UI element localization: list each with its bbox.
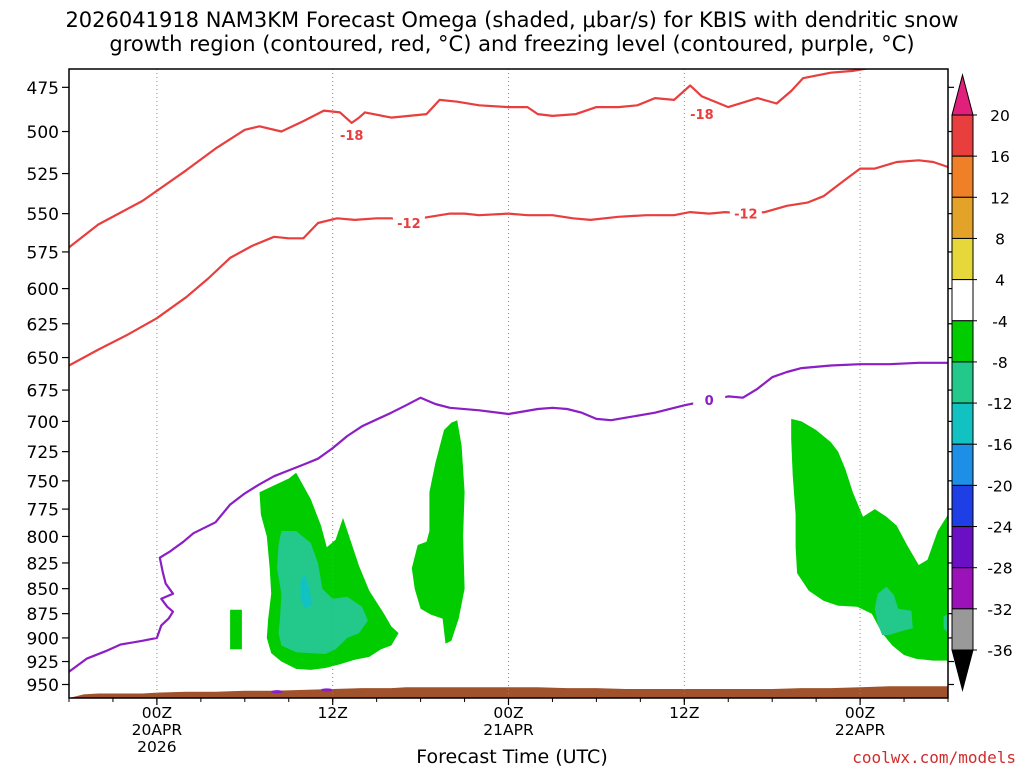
terrain-surface xyxy=(69,686,948,698)
y-tick-label: 475 xyxy=(27,79,59,99)
colorbar-label: 20 xyxy=(990,107,1010,125)
contour-label-bg xyxy=(335,126,368,143)
colorbar-swatch xyxy=(951,155,974,198)
y-tick-label: 900 xyxy=(27,629,59,649)
x-tick-label: 12Z xyxy=(669,704,699,722)
y-tick-label: 950 xyxy=(27,676,59,696)
contour-label-bg xyxy=(693,392,726,409)
chart-title-line-1: 2026041918 NAM3KM Forecast Omega (shaded… xyxy=(65,8,959,32)
y-tick-label: 850 xyxy=(27,580,59,600)
contour-line--18 xyxy=(69,69,871,249)
omega-region-8 xyxy=(943,613,948,634)
omega-region-8 xyxy=(874,586,913,635)
x-tick-label: 21APR xyxy=(483,721,534,739)
colorbar-swatch xyxy=(951,526,974,569)
y-tick-label: 725 xyxy=(27,443,59,463)
colorbar-swatch xyxy=(951,237,974,281)
y-tick-label: 925 xyxy=(27,653,59,673)
contour-label: -12 xyxy=(397,217,421,232)
x-tick-label: 00Z xyxy=(493,704,523,722)
colorbar-label: 4 xyxy=(995,272,1005,290)
y-tick-label: 775 xyxy=(27,501,59,521)
omega-region-4 xyxy=(230,609,242,650)
colorbar-top-arrow xyxy=(951,73,974,116)
colorbar-swatch xyxy=(951,279,974,322)
y-tick-label: 675 xyxy=(27,382,59,402)
y-tick-label: 700 xyxy=(27,413,59,433)
omega-shading-layer xyxy=(230,418,948,670)
colorbar-swatch xyxy=(951,443,974,486)
x-axis-title: Forecast Time (UTC) xyxy=(416,746,608,768)
plot-frame xyxy=(68,68,949,699)
colorbar-label: -16 xyxy=(987,436,1012,454)
y-tick-label: 575 xyxy=(27,243,59,263)
y-tick-label: 875 xyxy=(27,605,59,625)
contour-label-bg xyxy=(392,214,425,231)
y-tick-label: 800 xyxy=(27,528,59,548)
x-tick-label: 12Z xyxy=(318,704,348,722)
y-tick-label: 550 xyxy=(27,205,59,225)
terrain-layer xyxy=(69,686,948,698)
contour-label-bg xyxy=(685,106,718,123)
omega-region-4 xyxy=(411,420,465,644)
x-tick-label: 00Z xyxy=(142,704,172,722)
colorbar-label: -24 xyxy=(987,519,1012,537)
colorbar-label: -8 xyxy=(992,354,1007,372)
omega-region-12 xyxy=(300,575,313,609)
colorbar-label: -32 xyxy=(987,601,1012,619)
colorbar-swatch xyxy=(951,361,974,404)
x-tick-label: 20APR xyxy=(132,721,183,739)
y-tick-label: 650 xyxy=(27,349,59,369)
colorbar-label: 12 xyxy=(990,189,1010,207)
contour-line--12 xyxy=(69,159,948,367)
x-tick-label: 2026 xyxy=(137,738,176,756)
y-tick-label: 600 xyxy=(27,280,59,300)
chart-title-line-2: growth region (contoured, red, °C) and f… xyxy=(109,32,915,56)
omega-region-8 xyxy=(277,531,368,654)
surface-freezing-mark xyxy=(320,688,333,692)
y-tick-label: 500 xyxy=(27,123,59,143)
colorbar-label: 16 xyxy=(990,148,1010,166)
contour-label-bg xyxy=(729,205,762,222)
y-tick-label: 525 xyxy=(27,165,59,185)
x-tick-label: 00Z xyxy=(845,704,875,722)
contour-label: -18 xyxy=(690,108,714,123)
y-axis: 475 500 525 550 575 600 625 650 675 700 725 750 775 8… xyxy=(27,79,954,696)
contour-label: 0 xyxy=(705,394,714,409)
colorbar-label: -20 xyxy=(987,477,1012,495)
colorbar-bottom-arrow xyxy=(951,649,974,692)
colorbar-label: -36 xyxy=(987,642,1012,660)
colorbar-label: -4 xyxy=(992,313,1007,331)
colorbar-swatch xyxy=(951,196,974,239)
omega-region-4 xyxy=(791,418,948,661)
colorbar-swatch xyxy=(951,114,974,157)
surface-freezing-mark xyxy=(271,690,284,694)
y-tick-label: 825 xyxy=(27,554,59,574)
contour-label: -12 xyxy=(734,208,758,223)
colorbar-swatch xyxy=(951,567,974,610)
grid-layer xyxy=(156,69,861,698)
colorbar-swatch xyxy=(951,608,974,651)
x-tick-label: 22APR xyxy=(835,721,886,739)
contour-line-0 xyxy=(69,361,948,673)
y-tick-label: 750 xyxy=(27,472,59,492)
colorbar-label: -12 xyxy=(987,395,1012,413)
credit-text: coolwx.com/models xyxy=(852,748,1016,767)
colorbar-swatch xyxy=(951,402,974,445)
colorbar-swatch xyxy=(951,320,974,363)
colorbar-label: -28 xyxy=(987,560,1012,578)
y-tick-label: 625 xyxy=(27,315,59,335)
colorbar-swatch xyxy=(951,484,974,528)
contour-label: -18 xyxy=(340,129,364,144)
contour-layer: -18 -18 -12 -12 0 xyxy=(69,69,948,673)
colorbar-label: 8 xyxy=(995,230,1005,248)
colorbar: 20 16 12 8 4 -4 -8 -12 -16 -20 -24 -28 -32 -36 xyxy=(951,73,1013,692)
